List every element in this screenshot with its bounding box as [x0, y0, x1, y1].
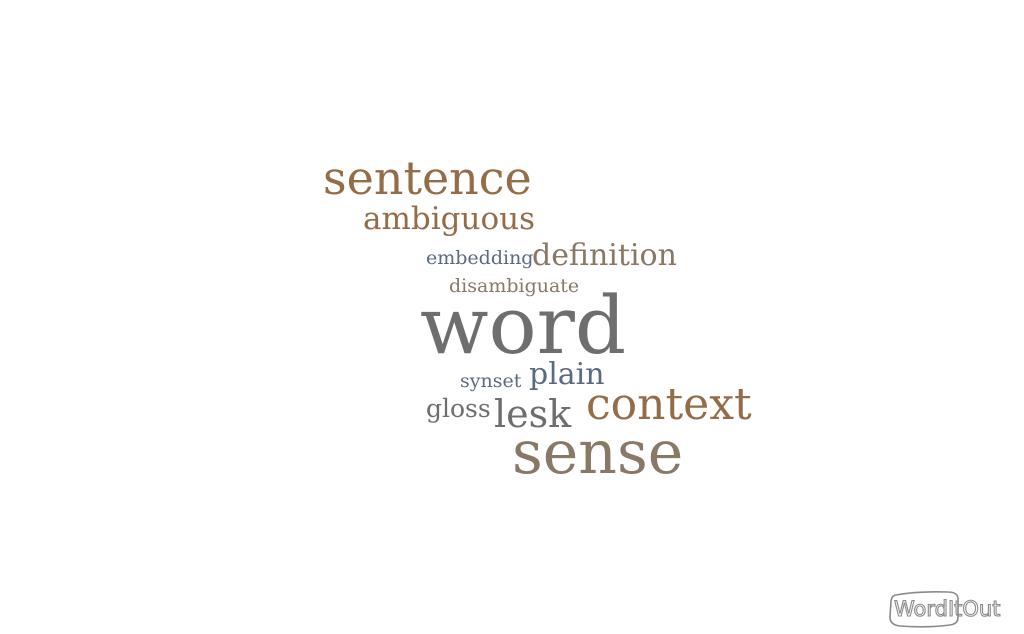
cloud-word-sense: sense	[512, 418, 684, 488]
cloud-word-context: context	[586, 379, 752, 430]
logo-text-word: WordItOut	[894, 597, 1000, 621]
cloud-word-disambiguate: disambiguate	[449, 275, 580, 297]
cloud-word-synset: synset	[460, 370, 522, 392]
worditout-logo-icon: WordItOut	[889, 591, 1001, 628]
cloud-word-gloss: gloss	[426, 394, 491, 423]
cloud-word-ambiguous: ambiguous	[363, 201, 535, 237]
cloud-word-word: word	[420, 279, 627, 372]
worditout-logo-text: WordItOut	[894, 597, 1000, 621]
worditout-logo[interactable]: WordItOut	[888, 589, 1020, 629]
cloud-word-definition: definition	[532, 238, 677, 273]
cloud-word-lesk: lesk	[494, 392, 572, 436]
cloud-word-plain: plain	[529, 357, 605, 392]
cloud-word-embedding: embedding	[426, 247, 534, 269]
cloud-word-sentence: sentence	[323, 151, 532, 205]
